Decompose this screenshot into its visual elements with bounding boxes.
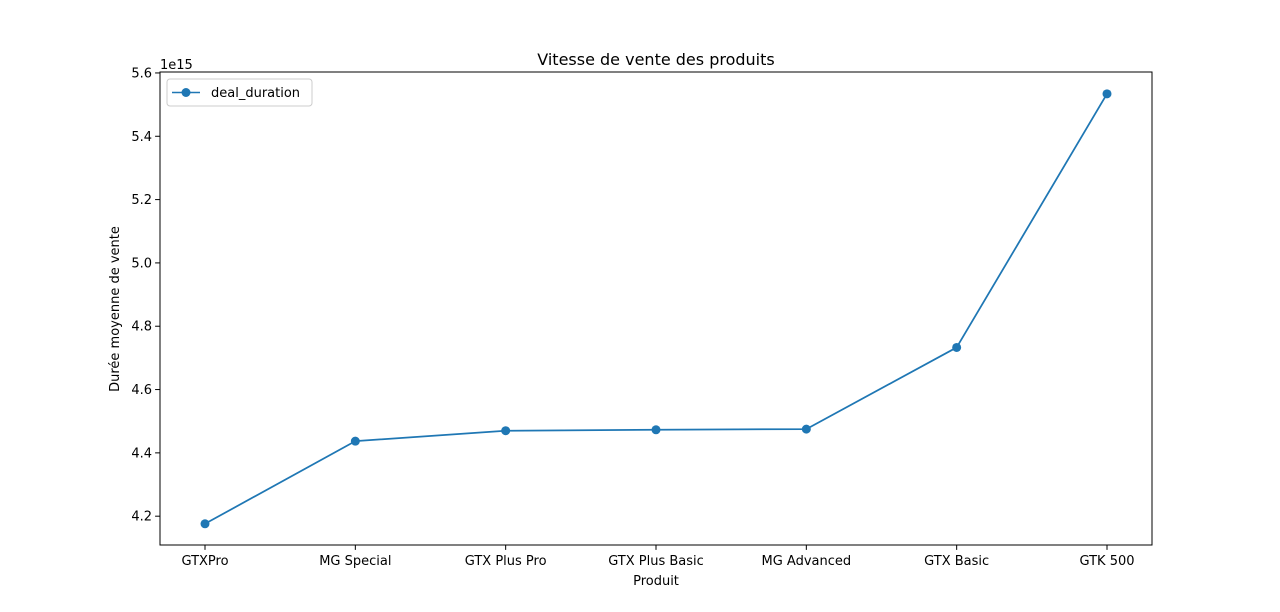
y-axis-label: Durée moyenne de vente [108,226,123,392]
y-tick-label: 4.8 [131,320,152,335]
chart-title: Vitesse de vente des produits [537,50,774,69]
series-layer [200,89,1112,529]
x-tick-label: GTX Plus Basic [608,554,704,569]
x-axis-label: Produit [633,574,679,589]
series-line [204,93,1108,525]
data-point [1102,89,1112,99]
y-tick-label: 5.6 [131,66,152,81]
legend-marker-swatch [181,88,191,97]
x-tick-label: GTK 500 [1079,554,1134,569]
x-tick-label: GTXPro [181,554,228,569]
data-point [350,436,360,446]
y-tick-label: 4.4 [131,446,152,461]
y-tick-label: 5.0 [131,256,152,271]
y-tick-label: 5.4 [131,130,152,145]
data-point [801,424,811,434]
plot-area-frame [159,71,1153,546]
legend-label: deal_duration [211,86,300,101]
y-tick-label: 5.2 [131,193,152,208]
y-axis-ticks: 4.2 4.4 4.6 4.8 5.0 5.2 5.4 5.6 [131,66,160,525]
y-tick-label: 4.2 [131,510,152,525]
legend: deal_duration [166,78,313,107]
data-point [200,519,210,529]
x-axis-ticks: GTXPro MG Special GTX Plus Pro GTX Plus Bas… [181,545,1135,569]
data-point [501,426,511,436]
x-tick-label: MG Advanced [762,554,852,569]
x-tick-label: GTX Plus Pro [465,554,547,569]
y-axis-offset-label: 1e15 [160,58,193,73]
legend-box [166,78,313,107]
y-tick-label: 4.6 [131,383,152,398]
x-tick-label: MG Special [319,554,391,569]
data-point [651,425,661,435]
x-tick-label: GTX Basic [924,554,989,569]
data-point [952,342,962,352]
